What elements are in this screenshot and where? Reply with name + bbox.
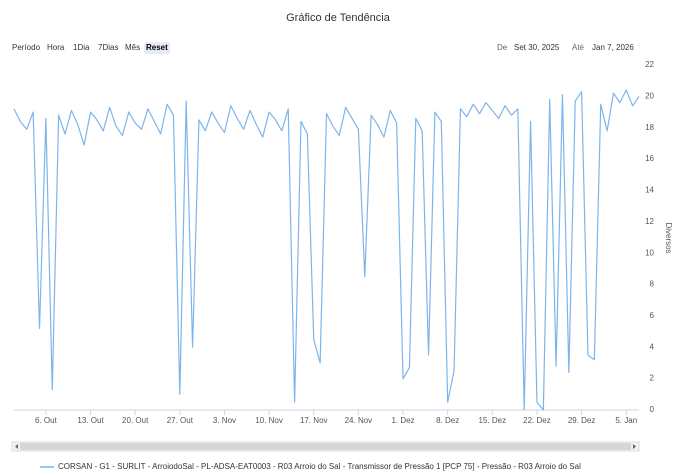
date-input[interactable]: Jan 7, 2026	[592, 43, 634, 52]
y-tick-label: 6	[650, 311, 655, 320]
y-tick-label: 2	[650, 374, 655, 383]
date-label: Até	[572, 43, 585, 52]
legend-item[interactable]: CORSAN - G1 - SURLIT - ArroiodoSal - PL-…	[58, 462, 581, 471]
series-line	[13, 89, 640, 411]
y-tick-label: 14	[645, 186, 654, 195]
chart-title: Gráfico de Tendência	[286, 12, 391, 24]
y-tick-label: 4	[650, 342, 655, 351]
y-tick-label: 8	[650, 280, 655, 289]
y-tick-label: 18	[645, 123, 654, 132]
range-button[interactable]: Período	[12, 43, 41, 52]
x-tick-label: 1. Dez	[391, 416, 414, 425]
x-tick-label: 17. Nov	[300, 416, 328, 425]
x-tick-label: 29. Dez	[568, 416, 596, 425]
y-tick-label: 22	[645, 60, 654, 69]
x-tick-label: 6. Out	[35, 416, 58, 425]
date-label: De	[497, 43, 508, 52]
y-tick-label: 10	[645, 248, 654, 257]
x-tick-label: 15. Dez	[479, 416, 507, 425]
scrollbar-thumb[interactable]	[20, 443, 631, 450]
range-button[interactable]: Hora	[47, 43, 65, 52]
y-tick-label: 12	[645, 217, 654, 226]
y-axis-label: Diversos	[664, 222, 673, 253]
range-button[interactable]: Mês	[125, 43, 140, 52]
x-tick-label: 5. Jan	[615, 416, 637, 425]
x-tick-label: 10. Nov	[255, 416, 283, 425]
range-button[interactable]: 7Dias	[98, 43, 118, 52]
x-tick-label: 13. Out	[77, 416, 104, 425]
x-tick-label: 8. Dez	[436, 416, 459, 425]
range-button[interactable]: 1Dia	[73, 43, 90, 52]
y-tick-label: 0	[650, 405, 655, 414]
y-tick-label: 20	[645, 91, 654, 100]
x-tick-label: 3. Nov	[213, 416, 236, 425]
y-tick-label: 16	[645, 154, 654, 163]
range-button-bg	[144, 42, 170, 54]
x-tick-label: 27. Out	[167, 416, 194, 425]
x-tick-label: 24. Nov	[345, 416, 373, 425]
scrollbar[interactable]	[11, 441, 640, 452]
x-tick-label: 22. Dez	[523, 416, 551, 425]
date-input[interactable]: Set 30, 2025	[514, 43, 560, 52]
range-button[interactable]: Reset	[146, 43, 168, 52]
x-tick-label: 20. Out	[122, 416, 149, 425]
